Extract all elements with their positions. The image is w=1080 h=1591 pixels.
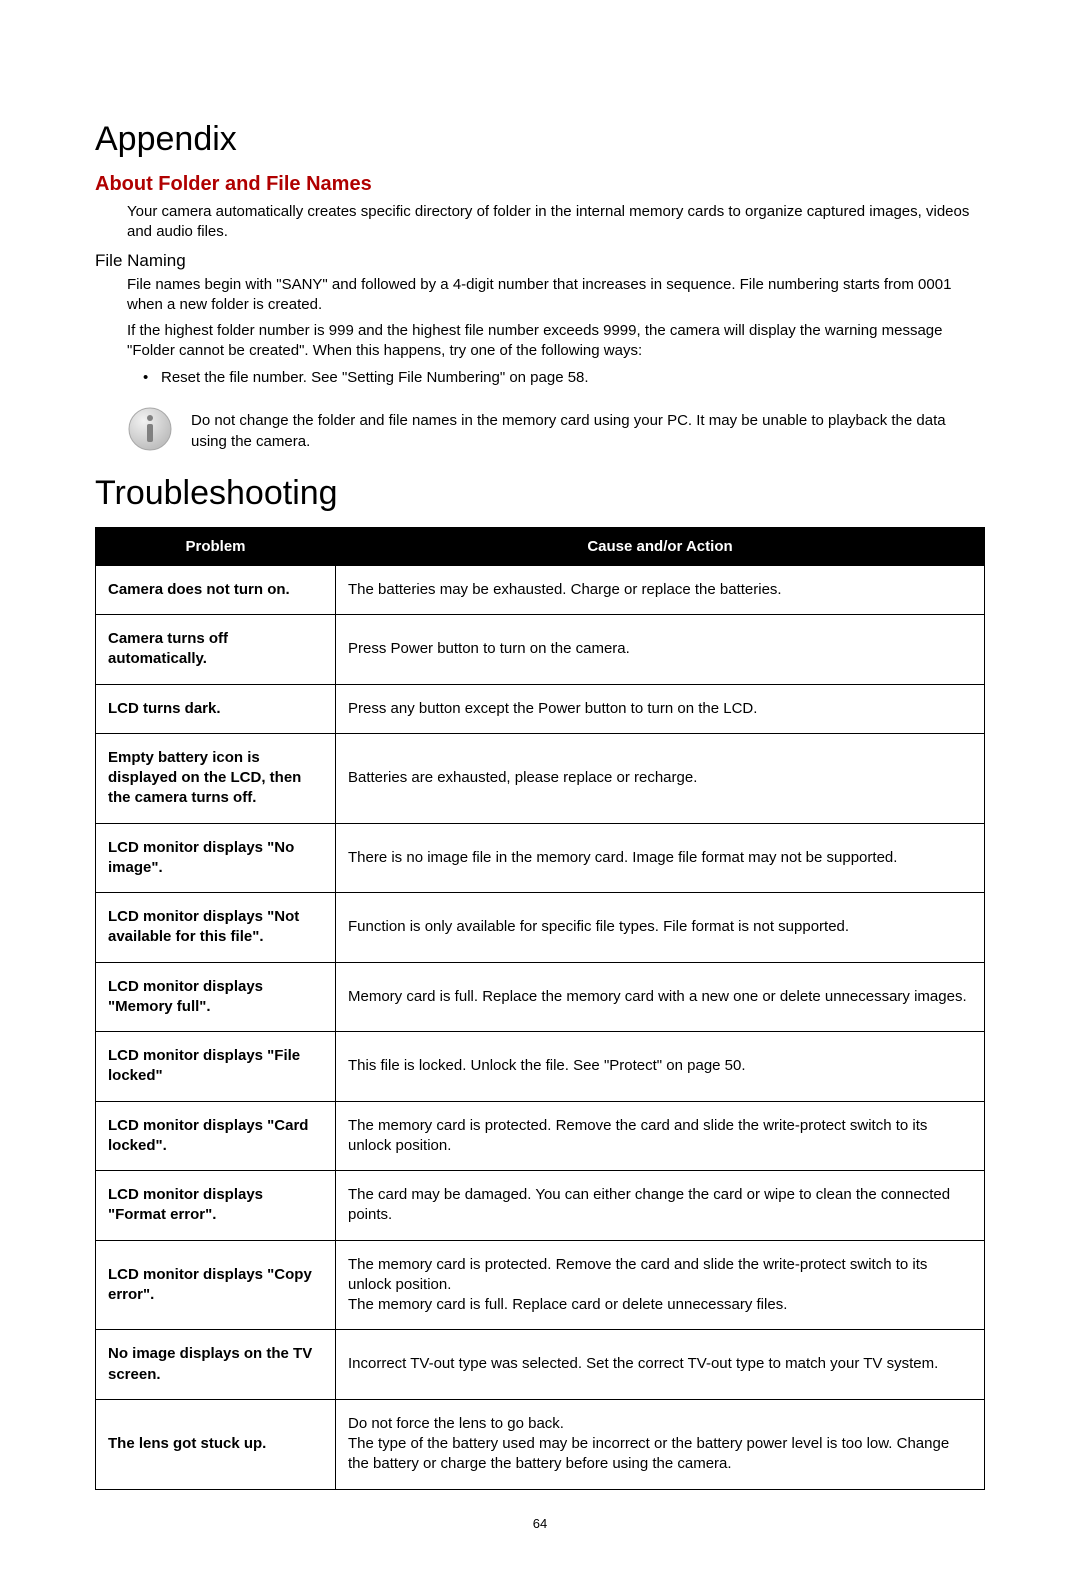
action-cell: The card may be damaged. You can either … bbox=[336, 1171, 985, 1241]
action-cell: Batteries are exhausted, please replace … bbox=[336, 733, 985, 823]
problem-cell: LCD monitor displays "Card locked". bbox=[96, 1101, 336, 1171]
bullet-text: Reset the file number. See "Setting File… bbox=[161, 369, 589, 386]
intro-paragraph: Your camera automatically creates specif… bbox=[127, 202, 985, 243]
action-cell: Memory card is full. Replace the memory … bbox=[336, 962, 985, 1032]
table-row: LCD monitor displays "Copy error".The me… bbox=[96, 1240, 985, 1330]
table-row: The lens got stuck up.Do not force the l… bbox=[96, 1399, 985, 1489]
problem-cell: No image displays on the TV screen. bbox=[96, 1330, 336, 1400]
note-text: Do not change the folder and file names … bbox=[191, 406, 985, 452]
table-row: LCD monitor displays "Format error".The … bbox=[96, 1171, 985, 1241]
table-row: Empty battery icon is displayed on the L… bbox=[96, 733, 985, 823]
problem-cell: LCD monitor displays "Memory full". bbox=[96, 962, 336, 1032]
page-number: 64 bbox=[95, 1516, 985, 1531]
note-block: Do not change the folder and file names … bbox=[127, 406, 985, 452]
table-row: Camera does not turn on.The batteries ma… bbox=[96, 565, 985, 614]
header-action: Cause and/or Action bbox=[336, 527, 985, 565]
table-row: Camera turns off automatically.Press Pow… bbox=[96, 615, 985, 685]
table-row: LCD monitor displays "Card locked".The m… bbox=[96, 1101, 985, 1171]
action-cell: The batteries may be exhausted. Charge o… bbox=[336, 565, 985, 614]
file-naming-heading: File Naming bbox=[95, 251, 985, 271]
header-problem: Problem bbox=[96, 527, 336, 565]
bullet-reset-file-number: •Reset the file number. See "Setting Fil… bbox=[143, 368, 985, 388]
table-row: LCD monitor displays "Memory full".Memor… bbox=[96, 962, 985, 1032]
problem-cell: Empty battery icon is displayed on the L… bbox=[96, 733, 336, 823]
info-icon bbox=[127, 406, 173, 452]
problem-cell: The lens got stuck up. bbox=[96, 1399, 336, 1489]
table-row: LCD monitor displays "No image".There is… bbox=[96, 823, 985, 893]
appendix-title: Appendix bbox=[95, 120, 985, 159]
table-row: No image displays on the TV screen.Incor… bbox=[96, 1330, 985, 1400]
problem-cell: LCD monitor displays "No image". bbox=[96, 823, 336, 893]
action-cell: Press any button except the Power button… bbox=[336, 684, 985, 733]
table-row: LCD monitor displays "File locked"This f… bbox=[96, 1032, 985, 1102]
action-cell: This file is locked. Unlock the file. Se… bbox=[336, 1032, 985, 1102]
action-cell: There is no image file in the memory car… bbox=[336, 823, 985, 893]
action-cell: The memory card is protected. Remove the… bbox=[336, 1240, 985, 1330]
problem-cell: LCD monitor displays "Copy error". bbox=[96, 1240, 336, 1330]
table-header-row: Problem Cause and/or Action bbox=[96, 527, 985, 565]
action-cell: Press Power button to turn on the camera… bbox=[336, 615, 985, 685]
file-naming-paragraph-1: File names begin with "SANY" and followe… bbox=[127, 275, 985, 316]
problem-cell: LCD monitor displays "File locked" bbox=[96, 1032, 336, 1102]
table-row: LCD monitor displays "Not available for … bbox=[96, 893, 985, 963]
bullet-marker: • bbox=[143, 368, 161, 388]
section-title-folder-file-names: About Folder and File Names bbox=[95, 173, 985, 196]
action-cell: Do not force the lens to go back.The typ… bbox=[336, 1399, 985, 1489]
action-cell: Incorrect TV-out type was selected. Set … bbox=[336, 1330, 985, 1400]
troubleshooting-table: Problem Cause and/or Action Camera does … bbox=[95, 527, 985, 1490]
action-cell: The memory card is protected. Remove the… bbox=[336, 1101, 985, 1171]
problem-cell: Camera does not turn on. bbox=[96, 565, 336, 614]
file-naming-paragraph-2: If the highest folder number is 999 and … bbox=[127, 321, 985, 362]
action-cell: Function is only available for specific … bbox=[336, 893, 985, 963]
problem-cell: LCD monitor displays "Format error". bbox=[96, 1171, 336, 1241]
problem-cell: LCD turns dark. bbox=[96, 684, 336, 733]
problem-cell: LCD monitor displays "Not available for … bbox=[96, 893, 336, 963]
table-row: LCD turns dark.Press any button except t… bbox=[96, 684, 985, 733]
troubleshooting-title: Troubleshooting bbox=[95, 474, 985, 513]
problem-cell: Camera turns off automatically. bbox=[96, 615, 336, 685]
